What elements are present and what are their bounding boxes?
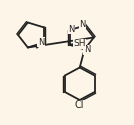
Text: N: N [84, 45, 90, 54]
Text: N: N [79, 20, 86, 29]
Text: N: N [38, 38, 44, 47]
Text: SH: SH [73, 39, 86, 48]
Text: Cl: Cl [75, 100, 84, 110]
Text: N: N [68, 25, 75, 34]
